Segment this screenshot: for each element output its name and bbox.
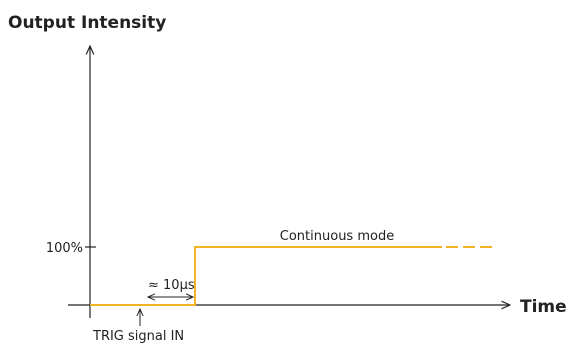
level-label: 100% [46, 241, 83, 256]
mode-label: Continuous mode [280, 229, 394, 244]
output-signal [90, 246, 442, 306]
y-axis-label: Output Intensity [8, 13, 166, 33]
x-axis-label: Time [520, 297, 567, 317]
delay-label: ≈ 10µs [148, 278, 195, 293]
trigger-label: TRIG signal IN [92, 329, 184, 344]
